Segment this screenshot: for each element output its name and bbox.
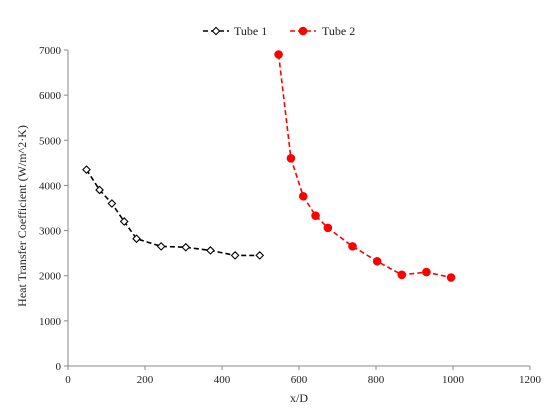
series-tube-2 (274, 50, 456, 282)
y-tick-label: 2000 (39, 271, 62, 283)
data-point-tube-2 (422, 267, 431, 277)
data-point-tube-2 (348, 242, 357, 251)
data-point-tube-1 (107, 199, 117, 208)
data-point-tube-1 (132, 234, 141, 244)
data-point-tube-1 (230, 251, 240, 260)
x-tick-label: 200 (137, 374, 154, 386)
series-line-tube-1 (85, 169, 260, 257)
data-point-tube-1 (156, 241, 166, 251)
data-point-tube-1 (206, 246, 215, 255)
data-point-tube-2 (372, 256, 382, 266)
y-tick-label: 4000 (39, 180, 62, 192)
y-tick-label: 7000 (39, 45, 62, 57)
x-tick-label: 1000 (442, 374, 465, 386)
legend-label-tube-1: Tube 1 (234, 24, 267, 38)
series-line-tube-2 (277, 54, 452, 279)
legend-layer: Tube 1 Tube 2 (203, 24, 355, 38)
axes-layer: 0 1000 2000 3000 4000 5000 6000 7000 0 200 400 600 8… (15, 45, 542, 405)
legend-item-tube-1: Tube 1 (203, 24, 267, 38)
data-point-tube-1 (255, 251, 265, 260)
data-point-tube-1 (82, 165, 91, 175)
x-tick-label: 800 (368, 374, 385, 386)
data-point-tube-2 (286, 154, 296, 163)
data-point-tube-2 (311, 211, 320, 220)
data-point-tube-2 (397, 270, 407, 280)
series-layer (82, 50, 456, 282)
data-point-tube-2 (274, 50, 283, 59)
y-axis-label: Heat Transfer Coefficient (W/m^2·K) (15, 125, 29, 307)
y-tick-label: 3000 (39, 226, 62, 238)
x-axis-label: x/D (290, 391, 308, 405)
x-tick-label: 0 (65, 374, 71, 386)
data-point-tube-1 (119, 217, 129, 226)
data-point-tube-2 (323, 223, 333, 233)
y-tick-label: 6000 (39, 90, 62, 102)
series-tube-1 (82, 165, 265, 260)
x-tick-label: 600 (291, 374, 308, 386)
x-tick-label: 1200 (519, 374, 542, 386)
y-tick-label: 0 (56, 361, 62, 373)
legend-item-tube-2: Tube 2 (290, 24, 355, 38)
legend-label-tube-2: Tube 2 (322, 24, 355, 38)
y-tick-label: 5000 (39, 135, 62, 147)
legend-marker-tube-1 (211, 26, 221, 36)
data-point-tube-1 (95, 185, 104, 195)
y-tick-label: 1000 (39, 316, 62, 328)
data-point-tube-2 (298, 191, 308, 201)
data-point-tube-1 (181, 242, 191, 252)
legend-marker-tube-2 (298, 26, 308, 36)
data-point-tube-2 (446, 273, 456, 282)
x-tick-label: 400 (214, 374, 231, 386)
